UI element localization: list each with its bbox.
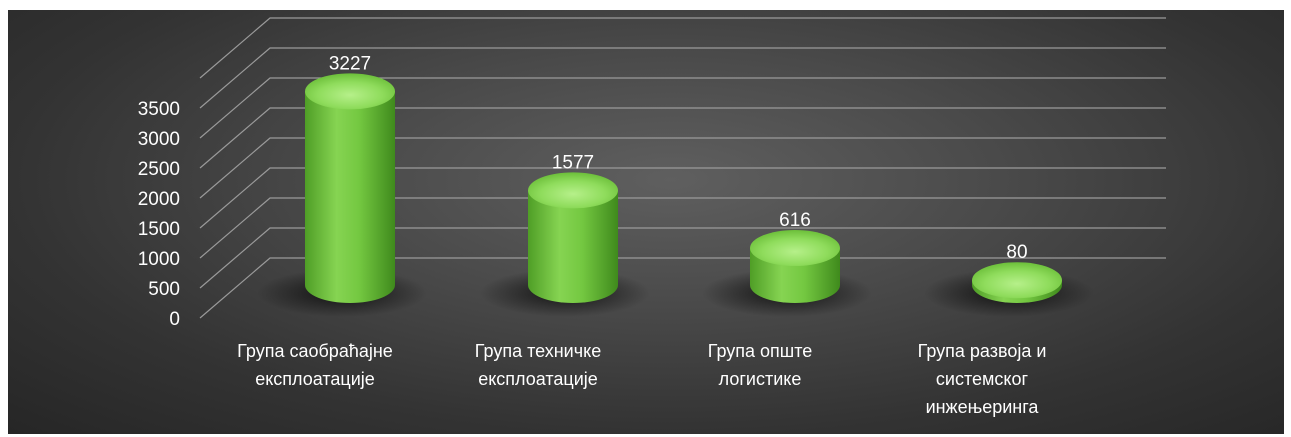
data-label: 1577	[552, 152, 594, 173]
gridline	[199, 167, 1166, 229]
bar-body	[305, 91, 395, 303]
category-label-line: Група опште	[708, 341, 813, 361]
y-tick-label: 0	[169, 309, 180, 330]
y-tick-label: 2000	[138, 189, 180, 210]
bar	[480, 172, 650, 317]
category-label-line: инжењеринга	[926, 397, 1040, 417]
category-label-line: логистике	[719, 369, 802, 389]
gridline	[199, 227, 1166, 289]
y-tick-label: 1500	[138, 219, 180, 240]
bar-top	[750, 230, 840, 267]
bar-top	[528, 172, 618, 209]
bar-body	[528, 190, 618, 303]
gridline	[199, 137, 1166, 199]
chart-area	[8, 10, 1284, 434]
y-tick-label: 500	[148, 279, 180, 300]
y-tick-label: 1000	[138, 249, 180, 270]
data-label: 3227	[329, 53, 371, 74]
data-label: 80	[1006, 242, 1027, 263]
data-label: 616	[779, 210, 811, 231]
category-label: Група развоја и системског инжењеринга	[918, 341, 1047, 417]
category-label-line: Група развоја и	[918, 341, 1047, 361]
category-label-line: експлоатације	[255, 369, 375, 389]
category-label: Група саобраћајне експлоатације	[237, 341, 393, 389]
category-label: Група опште логистике	[708, 341, 813, 389]
bars	[257, 73, 1094, 317]
y-axis-ticks: 0 500 1000 1500 2000 2500 3000 3500	[138, 99, 180, 330]
category-label: Група техничке експлоатације	[475, 341, 601, 389]
bar	[924, 262, 1094, 317]
gridline	[199, 17, 1166, 79]
bar	[702, 230, 872, 317]
y-tick-label: 3500	[138, 99, 180, 120]
gridline	[199, 257, 1166, 319]
bar	[257, 73, 427, 317]
category-label-line: експлоатације	[478, 369, 598, 389]
category-label-line: Група саобраћајне	[237, 341, 393, 361]
category-label-line: системског	[936, 369, 1029, 389]
y-tick-label: 2500	[138, 159, 180, 180]
gridlines	[199, 17, 1166, 319]
gridline	[199, 47, 1166, 109]
bar-top	[972, 262, 1062, 299]
gridline	[199, 107, 1166, 169]
bar-top	[305, 73, 395, 110]
gridline	[199, 197, 1166, 259]
y-tick-label: 3000	[138, 129, 180, 150]
gridline	[199, 77, 1166, 139]
category-label-line: Група техничке	[475, 341, 601, 361]
data-labels: 3227 1577 616 80	[329, 53, 1028, 263]
